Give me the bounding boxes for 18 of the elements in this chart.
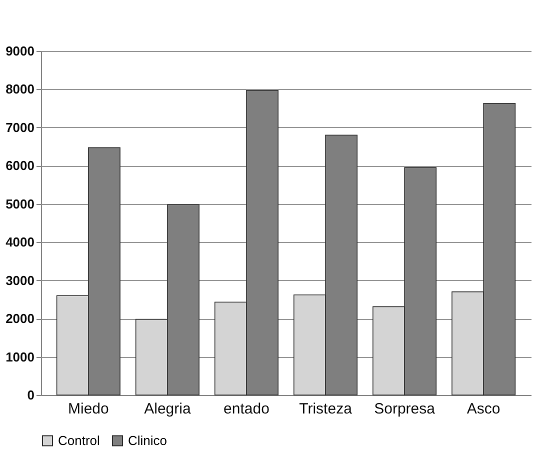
y-tick-label: 2000 — [6, 311, 34, 326]
y-tick-label: 3000 — [6, 272, 34, 288]
x-tick-label: entado — [224, 400, 270, 418]
legend-label: Control — [58, 432, 100, 448]
legend-label: Clinico — [128, 432, 168, 448]
y-tick-label: 4000 — [6, 234, 34, 250]
y-tick-label: 7000 — [6, 120, 34, 135]
x-tick-label: Asco — [466, 400, 500, 418]
x-tick-label: Alegria — [144, 400, 192, 418]
y-tick-label: 0 — [27, 388, 34, 402]
x-tick-label: Tristeza — [299, 400, 353, 418]
y-tick-label: 6000 — [6, 158, 34, 174]
y-tick-label: 9000 — [6, 44, 34, 58]
x-tick-label: Sorpresa — [374, 400, 436, 418]
y-tick-label: 1000 — [6, 349, 34, 364]
x-tick-label: Miedo — [68, 400, 109, 418]
y-tick-label: 8000 — [6, 82, 34, 97]
y-tick-label: 5000 — [6, 196, 34, 212]
